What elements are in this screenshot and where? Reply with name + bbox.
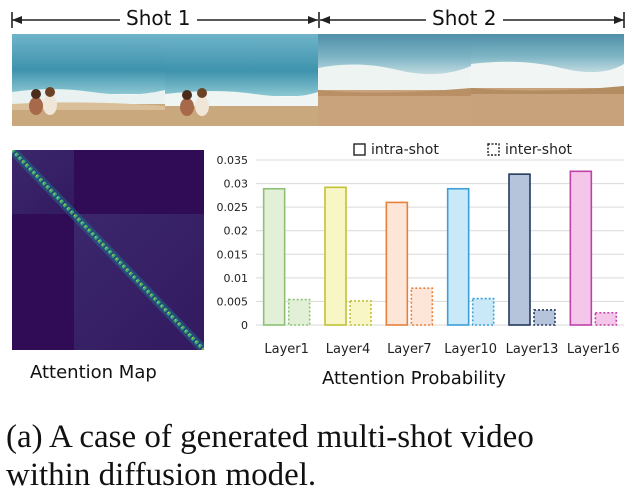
y-tick-label-4: 0.02 — [224, 225, 249, 238]
bar-intra-shot-layer16 — [569, 170, 593, 326]
chart-gridlines — [256, 159, 624, 326]
attention-map-heatmap — [12, 150, 204, 350]
timeline-arrows — [11, 12, 625, 28]
figure-caption-line-1: (a) A case of generated multi-shot video — [6, 419, 534, 455]
y-tick-label-6: 0.03 — [224, 178, 249, 191]
shot-1-label: Shot 1 — [120, 6, 197, 30]
bar-inter-shot-layer1 — [287, 298, 311, 326]
x-tick-label-layer16: Layer16 — [567, 342, 620, 357]
bar-intra-shot-layer13 — [508, 173, 531, 326]
y-tick-label-5: 0.025 — [217, 201, 249, 214]
shot2-right-arrowhead — [614, 16, 624, 24]
bar-intra-shot-layer7 — [385, 201, 409, 326]
shot2-frame-2 — [471, 34, 624, 126]
figure-caption-line-2: within diffusion model. — [6, 457, 317, 493]
x-tick-label-layer4: Layer4 — [326, 342, 371, 357]
chart-legend: intra-shot inter-shot — [353, 142, 573, 158]
legend-label-intra-shot: intra-shot — [371, 142, 439, 158]
chart-bars — [262, 170, 618, 326]
x-axis-title: Attention Probability — [322, 368, 506, 389]
bar-inter-shot-layer7 — [410, 287, 434, 326]
bar-intra-shot-layer1 — [262, 187, 286, 326]
x-tick-label-layer13: Layer13 — [506, 342, 559, 357]
shot2-left-arrowhead — [320, 16, 330, 24]
shot-timeline: Shot 1 Shot 2 — [0, 0, 632, 34]
shot1-frame-1 — [12, 34, 165, 126]
attention-map-label: Attention Map — [30, 362, 157, 383]
x-axis-ticks: Layer1 Layer4 Layer7 Layer10 Layer13 Layer16 — [264, 342, 619, 357]
bar-inter-shot-layer4 — [349, 300, 372, 326]
legend-swatch-inter-shot — [487, 143, 500, 156]
x-tick-label-layer7: Layer7 — [387, 342, 432, 357]
bar-intra-shot-layer4 — [324, 186, 347, 326]
legend-label-inter-shot: inter-shot — [505, 142, 573, 158]
shot1-right-arrowhead — [308, 16, 318, 24]
bar-inter-shot-layer10 — [471, 297, 495, 326]
y-tick-label-1: 0.005 — [217, 295, 249, 308]
y-tick-label-3: 0.015 — [217, 248, 249, 261]
legend-swatch-intra-shot — [353, 143, 366, 156]
shot2-frame-1 — [318, 34, 471, 126]
y-tick-label-2: 0.01 — [224, 272, 249, 285]
bar-inter-shot-layer16 — [594, 311, 618, 326]
bar-intra-shot-layer10 — [446, 187, 470, 326]
y-tick-label-0: 0 — [241, 319, 248, 332]
shot1-frame-2 — [165, 34, 318, 126]
x-tick-label-layer1: Layer1 — [264, 342, 309, 357]
y-axis-ticks: 0 0.005 0.01 0.015 0.02 0.025 0.03 0.035 — [217, 154, 249, 332]
y-tick-label-7: 0.035 — [217, 154, 249, 167]
shot-2-label: Shot 2 — [426, 6, 503, 30]
bar-inter-shot-layer13 — [533, 309, 556, 326]
shot1-left-arrowhead — [12, 16, 22, 24]
attention-probability-chart: 0 0.005 0.01 0.015 0.02 0.025 0.03 0.035 Layer1… — [217, 142, 624, 357]
x-tick-label-layer10: Layer10 — [444, 342, 497, 357]
